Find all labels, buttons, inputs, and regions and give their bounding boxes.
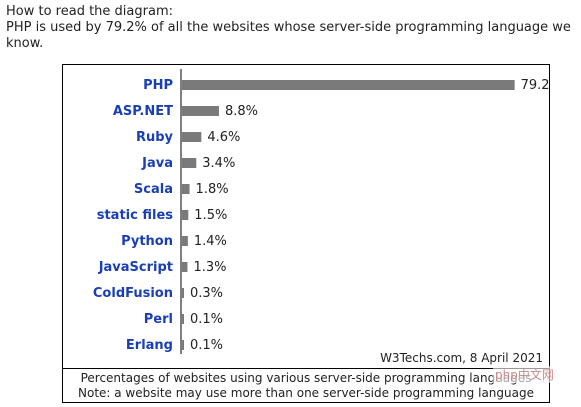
value-label: 79.2%: [521, 78, 549, 93]
value-label: 1.5%: [194, 208, 227, 223]
value-label: 4.6%: [207, 130, 240, 145]
value-label: 0.1%: [190, 312, 223, 327]
chart-caption: Percentages of websites using various se…: [62, 368, 550, 403]
caption-line-1: Percentages of websites using various se…: [80, 371, 532, 385]
bar: [182, 106, 219, 116]
bar: [182, 184, 190, 194]
bar-chart: PHP 79.2% ASP.NET 8.8% Ruby 4.6% Java 3.4% Scala…: [93, 69, 562, 365]
bar: [182, 158, 197, 168]
value-label: 3.4%: [202, 156, 235, 171]
intro-heading: How to read the diagram:: [6, 4, 173, 19]
value-label: 1.4%: [194, 234, 227, 249]
value-label: 0.1%: [190, 338, 223, 353]
value-label: 1.8%: [196, 182, 229, 197]
intro-text: How to read the diagram: PHP is used by …: [6, 4, 576, 52]
chart-source: W3Techs.com, 8 April 2021: [380, 351, 543, 365]
bar: [182, 288, 184, 298]
bar: [182, 80, 515, 90]
chart-container: PHP 79.2% ASP.NET 8.8% Ruby 4.6% Java 3.4% Scala…: [62, 64, 562, 369]
intro-description: PHP is used by 79.2% of all the websites…: [6, 20, 571, 51]
category-label[interactable]: JavaScript: [98, 260, 173, 275]
bar: [182, 314, 184, 324]
bar: [182, 262, 188, 272]
bar: [182, 236, 188, 246]
category-label[interactable]: ASP.NET: [113, 104, 173, 119]
category-label[interactable]: Ruby: [136, 130, 174, 145]
bar: [182, 210, 189, 220]
category-label[interactable]: Java: [141, 156, 173, 171]
bar: [182, 132, 202, 142]
bar: [182, 340, 184, 350]
caption-line-2: Note: a website may use more than one se…: [78, 386, 534, 400]
category-label[interactable]: Erlang: [126, 338, 173, 353]
category-label[interactable]: Perl: [144, 312, 173, 327]
watermark-logo: php中文网: [493, 366, 556, 383]
value-label: 1.3%: [193, 260, 226, 275]
category-label[interactable]: Scala: [134, 182, 173, 197]
value-label: 0.3%: [190, 286, 223, 301]
category-label[interactable]: ColdFusion: [93, 286, 173, 301]
category-label[interactable]: PHP: [143, 78, 173, 93]
category-label[interactable]: static files: [97, 208, 174, 223]
value-label: 8.8%: [225, 104, 258, 119]
category-label[interactable]: Python: [121, 234, 173, 249]
